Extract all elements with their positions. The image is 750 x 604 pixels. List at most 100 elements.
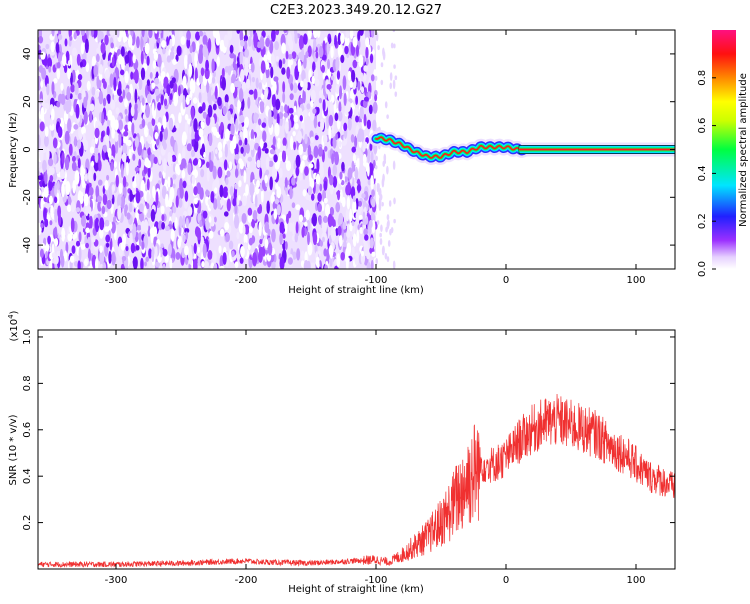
noise-cell [366,261,371,269]
noise-cell [358,214,363,221]
noise-cell [136,224,142,231]
noise-cell [244,137,248,146]
noise-cell [174,163,180,175]
noise-cell [305,209,310,221]
noise-cell [343,122,348,132]
noise-cell [70,201,76,213]
noise-cell [197,256,201,267]
spectrogram-y-tick-label: -40 [22,237,33,253]
noise-cell [166,36,170,46]
noise-cell [68,143,73,156]
noise-cell [205,161,210,169]
noise-cell [219,39,225,52]
noise-cell [367,148,371,164]
noise-cell [135,245,140,251]
noise-cell [274,122,280,137]
noise-cell [259,238,263,245]
noise-cell [227,30,233,41]
noise-cell [264,238,269,249]
noise-cell [319,183,323,192]
snr-y-tick-label: 0.6 [22,422,33,438]
noise-cell [197,158,202,168]
noise-cell [360,86,365,94]
noise-cell [198,128,204,138]
noise-cell [52,137,58,149]
noise-cell [113,161,118,168]
noise-cell [143,125,149,138]
noise-cell [118,119,124,131]
noise-cell [143,219,149,234]
noise-cell [275,80,279,96]
noise-cell [380,224,383,233]
noise-cell [121,152,127,163]
noise-cell [239,131,244,138]
noise-cell [271,93,276,108]
noise-cell [104,180,109,191]
noise-cell [111,144,116,160]
noise-cell [248,237,254,246]
noise-cell [101,111,105,126]
noise-cell [55,160,61,175]
snr-x-tick-label: -300 [105,575,128,586]
noise-cell [225,177,229,186]
noise-cell [337,225,342,236]
noise-cell [216,56,220,67]
noise-cell [193,258,198,269]
noise-cell [161,214,165,222]
noise-cell [352,233,357,247]
noise-cell [193,186,198,196]
noise-cell [338,212,344,225]
noise-cell [219,228,225,237]
noise-cell [178,215,183,229]
noise-cell [305,87,311,101]
noise-cell [282,81,286,94]
noise-cell [299,97,304,104]
noise-cell [328,37,332,44]
noise-cell [160,40,167,48]
noise-cell [223,34,229,48]
noise-cell [300,250,305,261]
noise-cell [169,50,175,60]
noise-cell [165,193,169,208]
noise-cell [310,262,316,269]
noise-cell [282,137,287,147]
noise-cell [130,105,135,117]
noise-cell [270,30,276,42]
noise-cell [392,30,396,33]
noise-cell [147,121,152,130]
noise-cell [140,257,144,269]
noise-cell [379,238,383,246]
spectrogram-y-tick-label: -20 [22,189,33,205]
noise-cell [50,41,55,53]
noise-cell [382,50,386,61]
noise-cell [271,228,276,243]
noise-cell [274,41,280,51]
noise-cell [254,194,258,208]
noise-cell [242,195,247,207]
noise-cell [141,118,146,128]
noise-cell [94,152,99,163]
noise-cell [124,70,129,84]
noise-cell [293,141,297,151]
noise-cell [178,198,183,208]
noise-cell [172,58,177,65]
noise-cell [110,221,116,234]
noise-cell [253,88,258,101]
noise-cell [286,66,291,80]
noise-cell [261,245,266,257]
noise-cell [311,75,316,85]
noise-cell [194,85,199,100]
noise-cell [185,94,190,106]
noise-cell [182,180,187,189]
noise-cell [291,202,296,209]
noise-cell [232,60,236,69]
noise-cell [160,94,164,106]
snr-frame [37,329,676,570]
noise-cell [51,167,55,175]
noise-cell [139,190,144,198]
noise-cell [39,121,45,132]
noise-cell [148,260,153,269]
noise-cell [361,250,365,257]
noise-cell [81,126,86,135]
noise-cell [269,148,275,155]
